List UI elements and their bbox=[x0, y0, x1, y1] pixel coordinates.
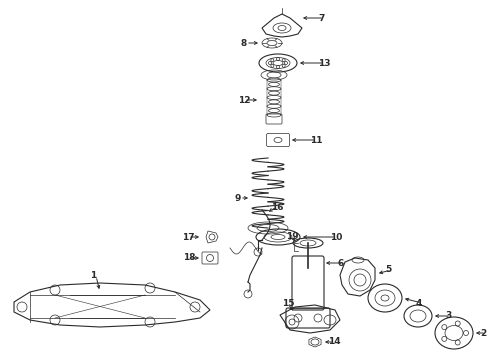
Text: 4: 4 bbox=[416, 298, 422, 307]
Text: 17: 17 bbox=[182, 233, 195, 242]
Text: 9: 9 bbox=[234, 194, 241, 202]
Text: 16: 16 bbox=[271, 202, 284, 212]
Text: 10: 10 bbox=[330, 233, 343, 242]
Text: 11: 11 bbox=[310, 135, 322, 144]
Text: 2: 2 bbox=[480, 328, 486, 338]
Text: 19: 19 bbox=[286, 231, 298, 240]
Text: 5: 5 bbox=[385, 266, 391, 274]
Text: 1: 1 bbox=[90, 271, 96, 280]
Text: 12: 12 bbox=[238, 95, 250, 104]
Text: 14: 14 bbox=[328, 338, 341, 346]
Text: 7: 7 bbox=[318, 14, 324, 23]
Text: 15: 15 bbox=[282, 300, 294, 309]
Text: 6: 6 bbox=[338, 258, 344, 267]
Text: 18: 18 bbox=[183, 253, 196, 262]
Text: 13: 13 bbox=[318, 59, 330, 68]
Text: 3: 3 bbox=[445, 311, 451, 320]
Text: 8: 8 bbox=[240, 39, 246, 48]
